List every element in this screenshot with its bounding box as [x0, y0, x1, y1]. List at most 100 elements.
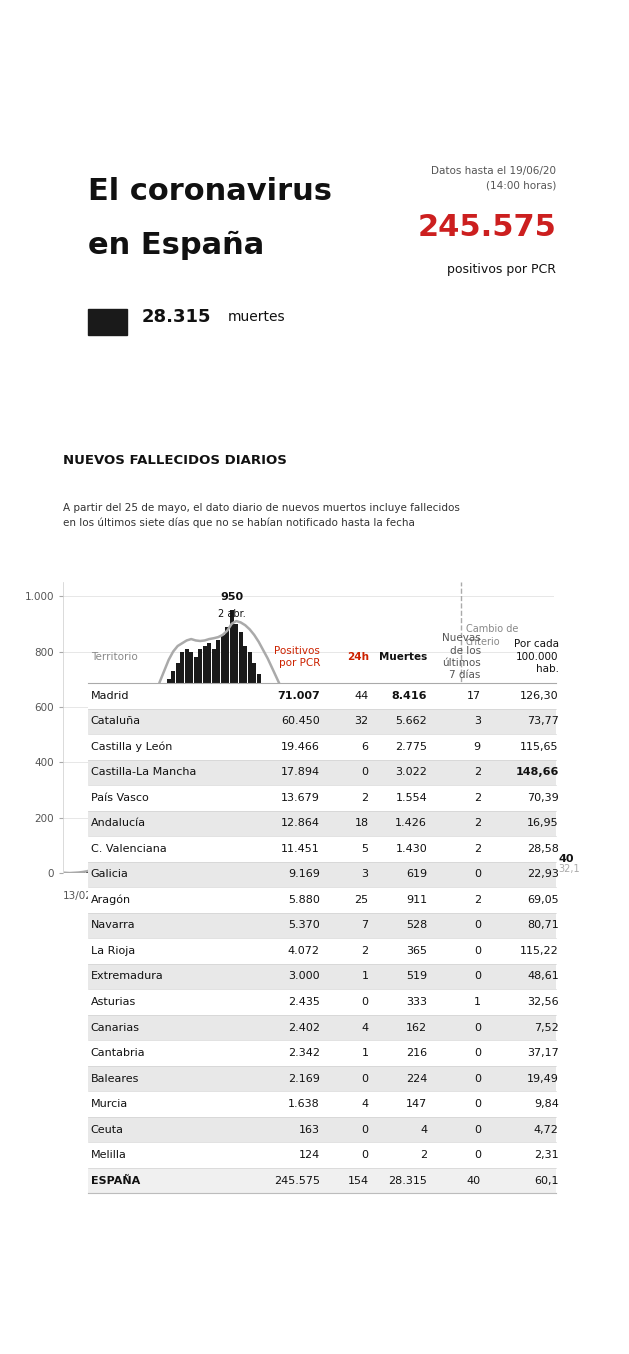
Text: 2: 2	[474, 768, 481, 777]
FancyBboxPatch shape	[88, 1167, 557, 1193]
Text: Castilla-La Mancha: Castilla-La Mancha	[91, 768, 196, 777]
Bar	[144, 768, 148, 873]
Text: 12.864: 12.864	[281, 818, 320, 829]
Bar	[230, 609, 233, 873]
FancyBboxPatch shape	[88, 964, 557, 990]
Text: 0: 0	[474, 869, 481, 880]
FancyBboxPatch shape	[88, 1066, 557, 1091]
FancyBboxPatch shape	[88, 811, 557, 837]
Bar	[491, 860, 494, 873]
Text: 245.575: 245.575	[418, 213, 557, 241]
Text: 115,22: 115,22	[520, 946, 559, 956]
Text: Por cada
100.000
hab.: Por cada 100.000 hab.	[514, 639, 559, 674]
Text: 2: 2	[474, 793, 481, 803]
Text: 115,65: 115,65	[520, 742, 559, 751]
Bar	[396, 865, 400, 873]
Text: 1.426: 1.426	[395, 818, 427, 829]
Text: 1: 1	[474, 997, 481, 1007]
Text: NUEVOS FALLECIDOS DIARIOS: NUEVOS FALLECIDOS DIARIOS	[63, 454, 287, 467]
Text: positivos por PCR: positivos por PCR	[447, 263, 557, 276]
FancyBboxPatch shape	[88, 708, 557, 734]
Bar	[140, 788, 143, 873]
Text: 3: 3	[362, 869, 369, 880]
Bar	[392, 864, 396, 873]
Bar	[86, 872, 89, 873]
Text: 40: 40	[558, 854, 574, 864]
Text: 1.638: 1.638	[288, 1099, 320, 1109]
Text: 2: 2	[362, 793, 369, 803]
Text: 4: 4	[420, 1125, 427, 1135]
Bar	[401, 867, 404, 873]
Bar	[135, 804, 139, 873]
Text: 2: 2	[474, 844, 481, 854]
Text: 7,52: 7,52	[534, 1022, 559, 1033]
Bar	[369, 854, 373, 873]
Text: 71.007: 71.007	[277, 691, 320, 701]
Bar	[167, 680, 170, 873]
Text: 2: 2	[420, 1150, 427, 1160]
Bar	[189, 651, 193, 873]
Bar	[117, 852, 121, 873]
Bar	[175, 662, 180, 873]
Bar	[257, 674, 260, 873]
Bar	[234, 624, 238, 873]
Text: 5.662: 5.662	[396, 716, 427, 726]
Text: Ceuta: Ceuta	[91, 1125, 124, 1135]
Bar	[203, 646, 206, 873]
Text: 11.451: 11.451	[281, 844, 320, 854]
Text: 80,71: 80,71	[527, 921, 559, 930]
Text: 19/06: 19/06	[524, 891, 554, 900]
Bar	[356, 839, 360, 873]
Text: 2.402: 2.402	[288, 1022, 320, 1033]
Bar	[149, 749, 153, 873]
Bar	[532, 872, 535, 873]
Text: 4.072: 4.072	[288, 946, 320, 956]
Text: Cantabria: Cantabria	[91, 1048, 145, 1057]
Text: 0: 0	[362, 1125, 369, 1135]
Text: Nuevas
de los
últimos
7 días: Nuevas de los últimos 7 días	[442, 634, 481, 680]
Text: Asturias: Asturias	[91, 997, 136, 1007]
Bar	[122, 839, 126, 873]
Text: 3.022: 3.022	[395, 768, 427, 777]
Text: 528: 528	[406, 921, 427, 930]
Text: Castilla y León: Castilla y León	[91, 742, 172, 751]
Bar	[325, 776, 328, 873]
Bar	[288, 741, 292, 873]
Bar	[194, 657, 198, 873]
FancyBboxPatch shape	[88, 887, 557, 913]
Text: 48,61: 48,61	[527, 971, 559, 982]
Bar	[486, 854, 490, 873]
Text: 24h: 24h	[347, 651, 369, 662]
Bar	[104, 867, 108, 873]
Bar	[469, 852, 472, 873]
Bar	[108, 862, 112, 873]
Bar	[302, 765, 306, 873]
Bar	[113, 860, 116, 873]
Text: 17.894: 17.894	[281, 768, 320, 777]
Text: 0: 0	[474, 1099, 481, 1109]
Text: 40: 40	[467, 1175, 481, 1186]
Text: 1: 1	[362, 971, 369, 982]
FancyBboxPatch shape	[88, 760, 557, 785]
Text: 44: 44	[354, 691, 369, 701]
Bar	[95, 871, 99, 873]
Bar	[378, 860, 382, 873]
Text: A partir del 25 de mayo, el dato diario de nuevos muertos incluye fallecidos
en : A partir del 25 de mayo, el dato diario …	[63, 504, 460, 528]
Text: 245.575: 245.575	[274, 1175, 320, 1186]
Text: 73,77: 73,77	[527, 716, 559, 726]
Text: 7: 7	[362, 921, 369, 930]
Bar	[261, 685, 265, 873]
Bar	[428, 872, 431, 873]
FancyBboxPatch shape	[88, 1143, 557, 1167]
Text: Positivos
por PCR: Positivos por PCR	[274, 646, 320, 668]
Bar	[292, 749, 297, 873]
Text: 0: 0	[474, 971, 481, 982]
Text: Andalucía: Andalucía	[91, 818, 146, 829]
Text: 70,39: 70,39	[527, 793, 559, 803]
Text: 2.435: 2.435	[288, 997, 320, 1007]
Text: C. Valenciana: C. Valenciana	[91, 844, 167, 854]
Bar	[527, 871, 531, 873]
Bar	[298, 757, 301, 873]
Text: 0: 0	[474, 1150, 481, 1160]
Bar	[482, 849, 486, 873]
